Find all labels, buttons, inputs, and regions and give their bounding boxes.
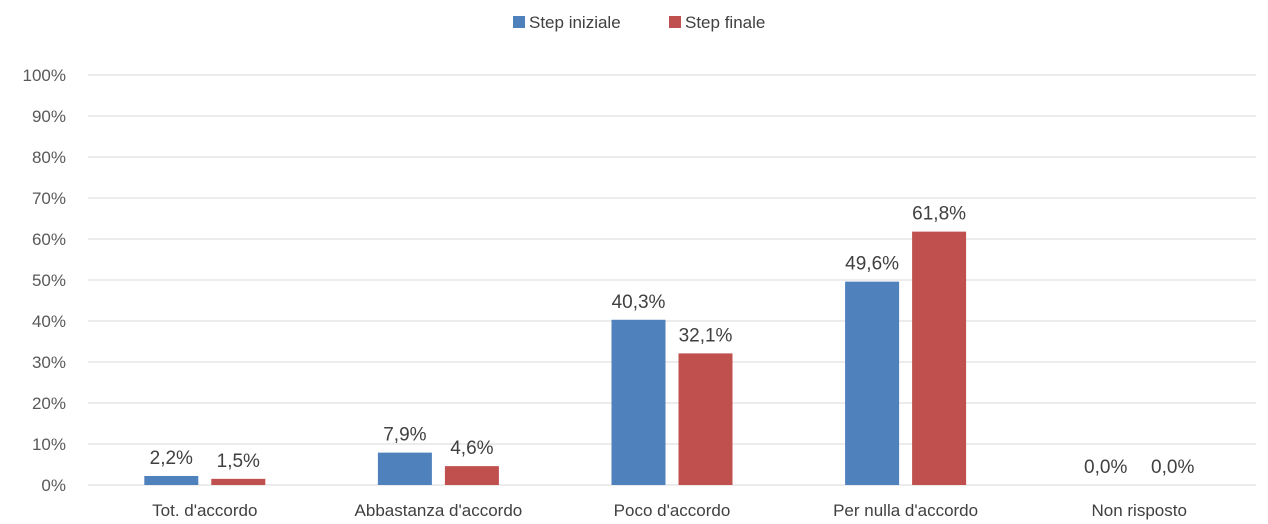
bar-step-iniziale-poco-d-accordo — [611, 319, 666, 485]
y-tick-label: 40% — [32, 312, 66, 331]
bar-step-finale-tot-d-accordo — [211, 478, 266, 485]
gridlines — [88, 74, 1256, 486]
bars — [144, 231, 967, 485]
y-tick-label: 100% — [23, 66, 66, 85]
legend-label-step-finale: Step finale — [685, 13, 765, 32]
bar-step-iniziale-per-nulla-d-accordo — [845, 281, 900, 485]
y-tick-label: 50% — [32, 271, 66, 290]
data-label-step-iniziale-non-risposto: 0,0% — [1084, 457, 1127, 478]
data-label-step-finale-per-nulla-d-accordo: 61,8% — [912, 204, 966, 225]
x-label-non-risposto: Non risposto — [1091, 501, 1186, 520]
x-label-per-nulla-d-accordo: Per nulla d'accordo — [833, 501, 978, 520]
bar-step-finale-poco-d-accordo — [678, 353, 733, 485]
bar-step-finale-per-nulla-d-accordo — [912, 231, 967, 485]
legend-swatch-step-finale — [669, 16, 681, 28]
bar-step-iniziale-tot-d-accordo — [144, 475, 199, 485]
data-label-step-finale-non-risposto: 0,0% — [1151, 457, 1194, 478]
y-tick-label: 60% — [32, 230, 66, 249]
y-tick-label: 90% — [32, 107, 66, 126]
data-label-step-iniziale-poco-d-accordo: 40,3% — [612, 292, 666, 313]
y-tick-label: 10% — [32, 435, 66, 454]
y-tick-label: 30% — [32, 353, 66, 372]
bar-step-finale-abbastanza-d-accordo — [444, 466, 499, 485]
data-label-step-iniziale-tot-d-accordo: 2,2% — [150, 448, 193, 469]
data-label-step-iniziale-per-nulla-d-accordo: 49,6% — [845, 254, 899, 275]
y-tick-label: 70% — [32, 189, 66, 208]
data-label-step-finale-poco-d-accordo: 32,1% — [679, 325, 733, 346]
y-axis-ticks: 0% 10% 20% 30% 40% 50% 60% 70% 80% 90% 100% — [23, 66, 66, 495]
x-label-poco-d-accordo: Poco d'accordo — [614, 501, 731, 520]
data-label-step-finale-tot-d-accordo: 1,5% — [217, 451, 260, 472]
legend-label-step-iniziale: Step iniziale — [529, 13, 621, 32]
y-tick-label: 80% — [32, 148, 66, 167]
y-tick-label: 20% — [32, 394, 66, 413]
x-axis-labels: Tot. d'accordo Abbastanza d'accordo Poco d… — [152, 501, 1187, 520]
data-label-step-iniziale-abbastanza-d-accordo: 7,9% — [383, 425, 426, 446]
legend-swatch-step-iniziale — [513, 16, 525, 28]
legend: Step iniziale Step finale — [513, 13, 765, 32]
data-label-step-finale-abbastanza-d-accordo: 4,6% — [450, 438, 493, 459]
data-labels: 2,2% 1,5% 7,9% 4,6% 40,3% 32,1% 49,6% 61,8% 0,0%… — [150, 204, 1195, 478]
y-tick-label: 0% — [41, 476, 66, 495]
x-label-abbastanza-d-accordo: Abbastanza d'accordo — [355, 501, 523, 520]
x-label-tot-d-accordo: Tot. d'accordo — [152, 501, 257, 520]
bar-step-iniziale-abbastanza-d-accordo — [377, 452, 432, 485]
